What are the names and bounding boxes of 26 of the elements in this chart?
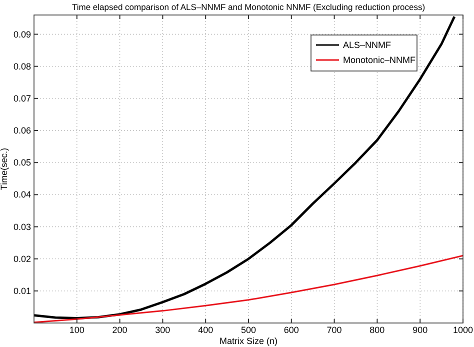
chart-title: Time elapsed comparison of ALS–NNMF and Monotonic NNMF (Excluding reduction process) [72, 2, 426, 12]
y-tick-label: 0.03 [13, 222, 31, 232]
x-tick-label: 1000 [452, 325, 474, 335]
line-series [34, 254, 463, 323]
legend-label: ALS–NNMF [343, 40, 392, 50]
x-tick-label: 400 [198, 325, 214, 335]
x-tick-label: 200 [112, 325, 128, 335]
y-tick-label: 0.07 [13, 93, 31, 104]
y-tick-label: 0.08 [13, 61, 31, 72]
x-axis-title: Matrix Size (n) [219, 336, 278, 346]
x-tick-label: 300 [155, 325, 170, 335]
y-tick-label: 0.04 [13, 190, 31, 200]
x-tick-label: 800 [370, 325, 385, 335]
y-tick-label: 0.06 [13, 126, 31, 136]
line-series [34, 15, 456, 320]
y-axis-title: Time(sec.) [0, 148, 9, 190]
y-tick-label: 0.05 [13, 158, 31, 168]
x-tick-label: 100 [69, 325, 84, 335]
x-tick-label: 600 [284, 325, 299, 335]
x-tick-label: 700 [326, 325, 342, 335]
y-tick-label: 0.02 [13, 254, 31, 264]
x-tick-label: 500 [240, 325, 256, 335]
y-tick-label: 0.01 [13, 286, 31, 296]
x-tick-label: 900 [412, 325, 428, 335]
y-tick-label: 0.09 [13, 29, 31, 40]
legend-label: Monotonic–NNMF [343, 55, 416, 65]
